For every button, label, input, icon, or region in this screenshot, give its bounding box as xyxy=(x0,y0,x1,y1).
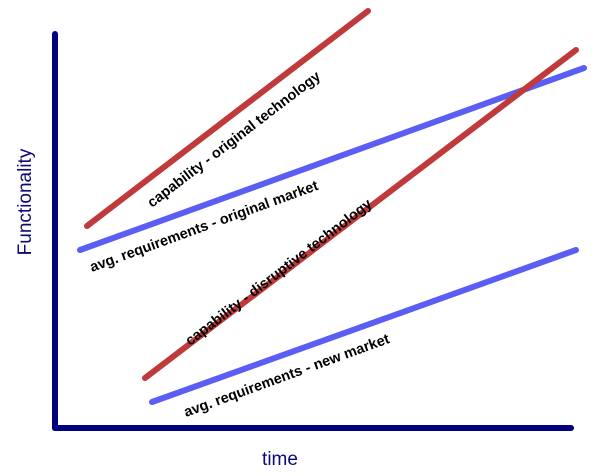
label-requirements-new: avg. requirements - new market xyxy=(182,331,392,421)
line-capability-original xyxy=(84,8,371,229)
line-capability-disruptive xyxy=(142,47,579,381)
line-requirements-new xyxy=(149,247,579,405)
x-axis-title: time xyxy=(262,449,298,470)
line-requirements-original xyxy=(77,65,587,253)
y-axis-title: Functionality xyxy=(15,148,36,255)
